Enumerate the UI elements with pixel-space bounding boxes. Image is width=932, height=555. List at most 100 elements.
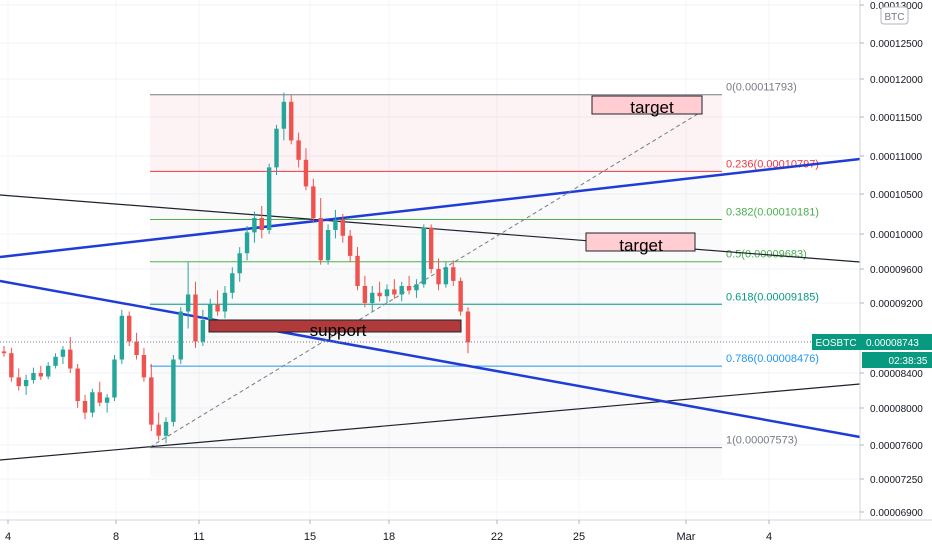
candle-body — [156, 424, 161, 436]
candle-body — [9, 353, 14, 378]
time-tick-label: 11 — [193, 531, 204, 543]
candle-body — [1, 351, 7, 354]
blue-descending-trendline[interactable] — [0, 279, 861, 439]
countdown-tag — [862, 352, 932, 368]
candle-body — [82, 401, 88, 413]
candle-body — [303, 159, 309, 187]
candle-body — [362, 286, 368, 303]
fib-level-label: 0(0.00011793) — [726, 82, 797, 94]
candle-body — [149, 377, 154, 425]
candle-body — [311, 186, 316, 218]
candle-body — [318, 218, 323, 261]
support-box[interactable] — [208, 319, 462, 333]
time-axis-ticks: 4 8 11 15 18 22 25 Mar 4 — [5, 520, 772, 543]
candle-body — [222, 292, 228, 312]
candle-body — [252, 218, 257, 233]
time-tick-label: 4 — [5, 531, 11, 543]
candle-body — [266, 167, 272, 230]
candle-body — [38, 373, 44, 377]
candle-body — [436, 269, 441, 285]
price-tick-label: 0.00006900 — [870, 508, 923, 519]
price-tick-label: 0.00008400 — [870, 369, 923, 380]
annotation-target-1[interactable]: target — [591, 95, 703, 117]
candle-body — [465, 311, 471, 343]
price-tick-label: 0.00012000 — [870, 75, 923, 86]
annotation-target-2[interactable]: target — [585, 232, 696, 255]
candle-body — [90, 392, 95, 413]
currency-badge[interactable] — [880, 6, 909, 25]
candle-body — [377, 292, 382, 297]
black-ascending-trendline[interactable] — [0, 383, 861, 461]
candle-body — [347, 235, 353, 256]
candle-body — [384, 289, 390, 297]
fib-retracement-levels[interactable]: 0(0.00011793)0.236(0.00010797)0.382(0.00… — [150, 82, 819, 449]
price-tick-label: 0.00007250 — [870, 475, 923, 486]
candle-body — [414, 284, 419, 291]
candle-body — [244, 232, 250, 254]
candle-body — [421, 227, 427, 285]
candle-body — [370, 292, 375, 303]
time-tick-label: 8 — [113, 531, 119, 543]
candle-body — [406, 286, 412, 291]
candle-body — [171, 359, 176, 422]
target-box-1[interactable] — [591, 95, 703, 115]
time-tick-label: 18 — [383, 531, 395, 543]
candle-body — [281, 101, 287, 129]
target-label-1: target — [630, 98, 674, 117]
candle-body — [141, 355, 147, 378]
candle-body — [163, 421, 169, 436]
price-tick-label: 0.00007600 — [870, 441, 923, 452]
candle-body — [68, 349, 73, 369]
candle-body — [119, 315, 125, 360]
candle-body — [45, 365, 51, 377]
candle-body — [75, 368, 80, 401]
fib-level-label: 0.618(0.00009185) — [726, 291, 819, 303]
symbol-price-tag — [812, 334, 932, 350]
candle-body — [237, 253, 242, 274]
price-axis[interactable]: 0.000130000.000125000.000120000.00011500… — [812, 0, 932, 520]
candle-body — [259, 218, 264, 230]
candle-body — [31, 373, 36, 380]
annotation-support[interactable]: support — [208, 319, 462, 340]
symbol-label: EOSBTC — [815, 338, 856, 349]
candle-body — [16, 377, 21, 387]
time-axis[interactable]: 4 8 11 15 18 22 25 Mar 4 — [0, 519, 932, 543]
fib-retracement-zones — [150, 95, 722, 477]
blue-ascending-trendline[interactable] — [0, 157, 861, 259]
candle-body — [325, 230, 331, 261]
target-label-2: target — [619, 236, 663, 255]
candle-body — [274, 128, 279, 168]
price-tick-label: 0.00011000 — [870, 152, 923, 163]
price-tick-label: 0.00011500 — [870, 113, 923, 124]
candle-body — [215, 304, 220, 312]
candle-body — [53, 356, 58, 366]
candle-body — [126, 315, 132, 342]
candle-body — [443, 267, 449, 285]
price-tick-label: 0.00008000 — [870, 404, 923, 415]
time-tick-label: 25 — [573, 531, 585, 543]
price-tick-label: 0.00010500 — [870, 190, 923, 201]
countdown-label: 02:38:35 — [889, 356, 928, 367]
candle-body — [392, 289, 397, 295]
candle-body — [60, 349, 66, 357]
time-tick-label: Mar — [677, 531, 696, 543]
target-box-2[interactable] — [585, 232, 696, 252]
candle-body — [399, 286, 404, 295]
currency-badge-label: BTC — [885, 12, 905, 23]
current-price-label: 0.00008743 — [866, 338, 919, 349]
candle-body — [333, 219, 338, 230]
price-tick-label: 0.00009600 — [870, 265, 923, 276]
candle-body — [23, 380, 29, 387]
candle-body — [200, 320, 206, 342]
time-tick-label: 15 — [304, 531, 316, 543]
candles — [1, 92, 471, 444]
price-tick-label: 0.00009200 — [870, 299, 923, 310]
candle-body — [193, 294, 198, 342]
fib-level-label: 1(0.00007573) — [726, 435, 798, 447]
candle-body — [458, 280, 463, 312]
candle-body — [289, 101, 294, 141]
candle-body — [112, 359, 117, 398]
candle-body — [104, 397, 110, 403]
